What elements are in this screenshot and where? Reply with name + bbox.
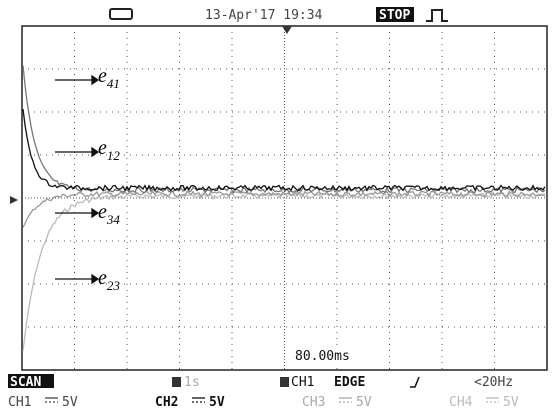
trigger-type: EDGE <box>334 375 365 390</box>
edge-icon <box>410 377 419 387</box>
trigger-source: CH1 <box>291 375 314 390</box>
channel-scale: 5V <box>503 395 519 410</box>
run-status: STOP <box>379 8 410 23</box>
trigger-src-icon <box>280 377 289 387</box>
main-scale: 1s <box>184 375 200 390</box>
main-icon <box>172 377 181 387</box>
datetime: 13-Apr'17 19:34 <box>205 8 323 23</box>
timebase: 80.00ms <box>295 349 350 364</box>
channel-scale: 5V <box>356 395 372 410</box>
channel-name: CH3 <box>302 395 325 410</box>
scope-screenshot: 13-Apr'17 19:34 STOP e41 e12 e34 e23 80.… <box>0 0 554 412</box>
channel-scale: 5V <box>62 395 78 410</box>
channel-name: CH4 <box>449 395 473 410</box>
usb-icon <box>110 9 132 19</box>
channel-scale: 5V <box>209 395 225 410</box>
trigger-freq: <20Hz <box>474 375 513 390</box>
channel-name: CH1 <box>8 395 31 410</box>
trigger-icon <box>426 10 448 21</box>
acq-mode: SCAN <box>10 375 41 390</box>
scope-display: 13-Apr'17 19:34 STOP e41 e12 e34 e23 80.… <box>0 0 554 412</box>
channel-bar: CH1 5V CH2 5V CH3 5V CH4 5V <box>8 395 519 410</box>
ground-marker <box>10 196 18 204</box>
channel-name: CH2 <box>155 395 178 410</box>
